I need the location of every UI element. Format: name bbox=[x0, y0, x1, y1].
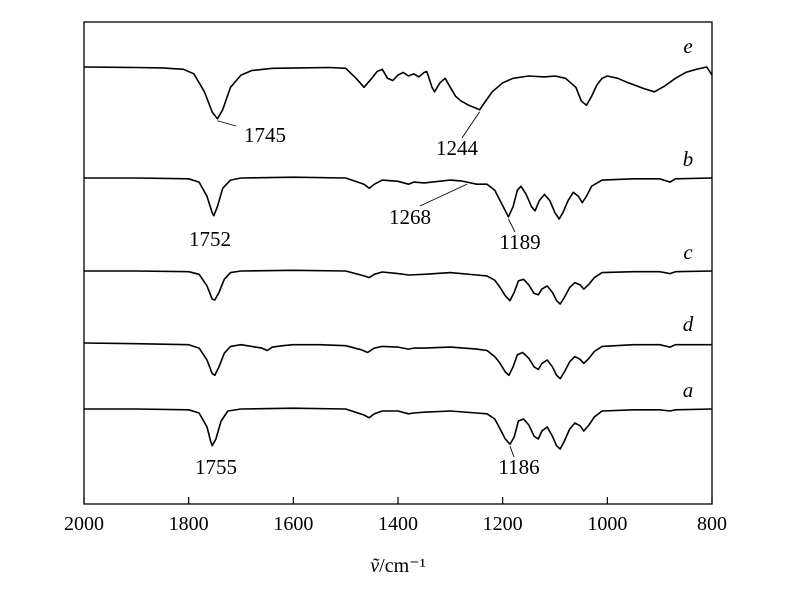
spectra-series: e b c d a bbox=[83, 34, 713, 450]
series-label-e: e bbox=[683, 34, 692, 58]
x-axis-unit: /cm⁻¹ bbox=[379, 555, 426, 577]
spectrum-line-c bbox=[84, 269, 713, 305]
x-axis-title: ṽ/cm⁻¹ bbox=[370, 555, 425, 577]
peak-label-1752: 1752 bbox=[189, 227, 231, 251]
plot-frame bbox=[83, 21, 713, 505]
x-axis-ticks: 2000 1800 1600 1400 1200 1000 800 bbox=[64, 497, 727, 535]
peak-leader-line bbox=[461, 111, 481, 139]
peak-label-1745: 1745 bbox=[244, 123, 286, 147]
spectrum-line-a bbox=[84, 407, 713, 450]
x-tick-label: 2000 bbox=[64, 513, 104, 535]
x-tick-label: 800 bbox=[697, 513, 727, 535]
x-axis-symbol: ṽ bbox=[370, 555, 380, 577]
peak-label-1268: 1268 bbox=[389, 205, 431, 229]
spectrum-line-e bbox=[83, 66, 713, 120]
x-tick-label: 1200 bbox=[483, 513, 523, 535]
series-label-b: b bbox=[683, 147, 694, 171]
series-label-a: a bbox=[683, 378, 694, 402]
peak-leader-line bbox=[508, 218, 516, 233]
series-label-d: d bbox=[683, 312, 694, 336]
peak-leader-line bbox=[509, 446, 515, 458]
spectrum-line-d bbox=[83, 342, 712, 380]
peak-leader-line bbox=[217, 120, 237, 127]
peak-label-1189: 1189 bbox=[499, 230, 540, 254]
x-tick-label: 1800 bbox=[169, 513, 209, 535]
peak-leader-line bbox=[419, 183, 468, 207]
peak-label-1755: 1755 bbox=[195, 455, 237, 479]
peak-label-1244: 1244 bbox=[436, 136, 479, 160]
x-tick-label: 1400 bbox=[378, 513, 418, 535]
x-tick-label: 1600 bbox=[273, 513, 313, 535]
peak-label-1186: 1186 bbox=[498, 455, 539, 479]
peak-annotations: 1745 1244 1752 1268 1189 1755 1186 bbox=[189, 111, 541, 479]
spectrum-line-b bbox=[84, 176, 713, 220]
x-tick-label: 1000 bbox=[587, 513, 627, 535]
series-label-c: c bbox=[683, 240, 693, 264]
